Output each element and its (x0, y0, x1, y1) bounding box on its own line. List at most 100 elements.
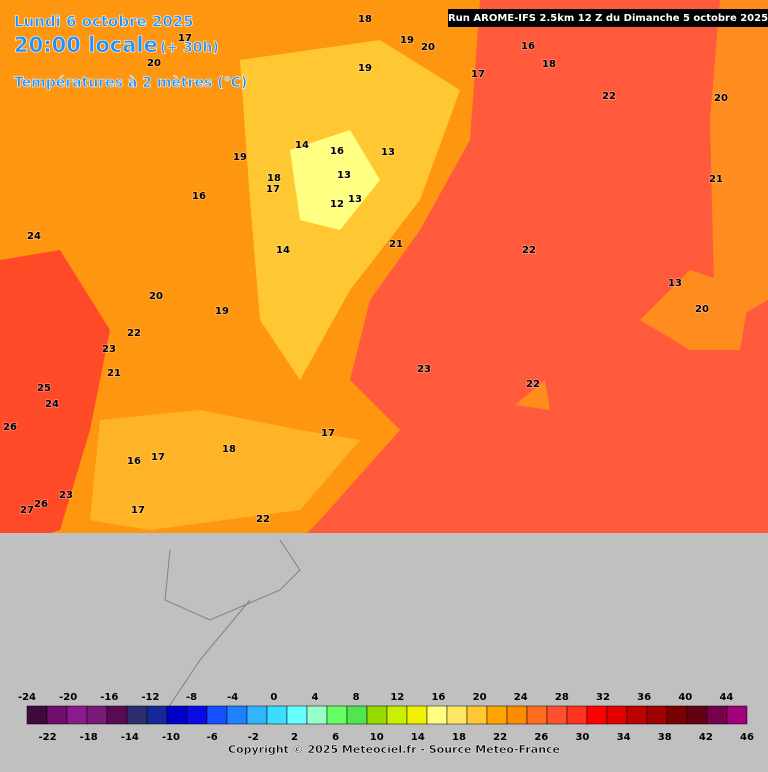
legend-swatch (386, 705, 408, 725)
legend-swatch (306, 705, 328, 725)
time: 20:00 locale (14, 33, 158, 57)
legend-swatch (526, 705, 548, 725)
legend-tick: -6 (207, 732, 218, 743)
temperature-label: 23 (102, 344, 116, 355)
temperature-label: 19 (358, 63, 372, 74)
legend-tick: 38 (658, 732, 672, 743)
temperature-label: 23 (59, 490, 73, 501)
legend-swatch (646, 705, 668, 725)
legend-tick: 20 (473, 692, 487, 703)
legend-tick: 42 (699, 732, 713, 743)
temperature-label: 16 (192, 191, 206, 202)
legend-swatch (666, 705, 688, 725)
legend-swatch (566, 705, 588, 725)
sea-warm (710, 0, 768, 330)
legend-swatch (286, 705, 308, 725)
run-info: Run AROME-IFS 2.5km 12 Z du Dimanche 5 o… (448, 13, 768, 24)
legend-swatch (726, 705, 748, 725)
legend-swatch (326, 705, 348, 725)
legend-swatch (466, 705, 488, 725)
legend-swatch (626, 705, 648, 725)
legend-tick: -18 (80, 732, 98, 743)
legend-tick: 18 (452, 732, 466, 743)
legend-swatch (126, 705, 148, 725)
temperature-label: 13 (348, 194, 362, 205)
legend-swatch (346, 705, 368, 725)
island (640, 270, 750, 350)
legend-tick: 16 (431, 692, 445, 703)
temperature-label: 18 (358, 14, 372, 25)
legend-swatch (406, 705, 428, 725)
legend-swatch (486, 705, 508, 725)
island (515, 380, 550, 410)
temperature-label: 19 (400, 35, 414, 46)
legend-swatch (26, 705, 48, 725)
temperature-label: 25 (37, 383, 51, 394)
temperature-label: 12 (330, 199, 344, 210)
legend-swatch (426, 705, 448, 725)
legend-tick: 8 (353, 692, 360, 703)
temperature-label: 22 (522, 245, 536, 256)
legend-tick: 6 (332, 732, 339, 743)
legend-swatch (86, 705, 108, 725)
temperature-label: 17 (266, 184, 280, 195)
legend-tick: 46 (740, 732, 754, 743)
temperature-label: 27 (20, 505, 34, 516)
legend-tick: -4 (227, 692, 238, 703)
temperature-label: 18 (222, 444, 236, 455)
temperature-label: 17 (321, 428, 335, 439)
temperature-label: 17 (151, 452, 165, 463)
color-legend: -24 -20 -16 -12 -8 -4 0 4 8 12 16 20 24 28 32 36 40 44-22… (18, 692, 754, 743)
legend-swatch (246, 705, 268, 725)
legend-tick: -10 (162, 732, 180, 743)
legend-tick: 32 (596, 692, 610, 703)
legend-swatch (266, 705, 288, 725)
no-data (0, 533, 768, 768)
temperature-label: 17 (178, 33, 192, 44)
temperature-label: 13 (381, 147, 395, 158)
legend-tick: 10 (370, 732, 384, 743)
legend-tick: 2 (291, 732, 298, 743)
temperature-label: 21 (389, 239, 403, 250)
temperature-label: 16 (521, 41, 535, 52)
legend-swatch (586, 705, 608, 725)
temperature-label: 26 (34, 499, 48, 510)
temperature-label: 13 (337, 170, 351, 181)
temperature-label: 22 (256, 514, 270, 525)
legend-tick: -14 (121, 732, 139, 743)
legend-tick: -20 (59, 692, 77, 703)
legend-tick: -24 (18, 692, 36, 703)
temperature-label: 17 (471, 69, 485, 80)
legend-tick: 40 (678, 692, 692, 703)
date: Lundi 6 octobre 2025 (14, 13, 194, 31)
temperature-label: 19 (233, 152, 247, 163)
copyright: Copyright © 2025 Meteociel.fr - Source M… (228, 743, 560, 756)
legend-tick: -2 (248, 732, 259, 743)
legend-tick: 0 (270, 692, 277, 703)
legend-tick: -22 (39, 732, 57, 743)
temperature-label: 14 (295, 140, 309, 151)
temperature-label: 21 (709, 174, 723, 185)
legend-swatch (186, 705, 208, 725)
legend-swatch (106, 705, 128, 725)
temperature-label: 24 (45, 399, 59, 410)
temperature-label: 22 (602, 91, 616, 102)
legend-tick: 28 (555, 692, 569, 703)
legend-swatch (706, 705, 728, 725)
legend-swatch (446, 705, 468, 725)
run-box (448, 9, 768, 27)
temperature-label: 20 (147, 58, 161, 69)
legend-tick: 30 (575, 732, 589, 743)
legend-swatch (366, 705, 388, 725)
legend-tick: 14 (411, 732, 425, 743)
legend-swatch (66, 705, 88, 725)
temperature-label: 21 (107, 368, 121, 379)
legend-swatch (166, 705, 188, 725)
legend-tick: 44 (719, 692, 733, 703)
border (159, 539, 301, 721)
temperature-label: 26 (3, 422, 17, 433)
legend-tick: -12 (141, 692, 159, 703)
temperature-label: 24 (27, 231, 41, 242)
